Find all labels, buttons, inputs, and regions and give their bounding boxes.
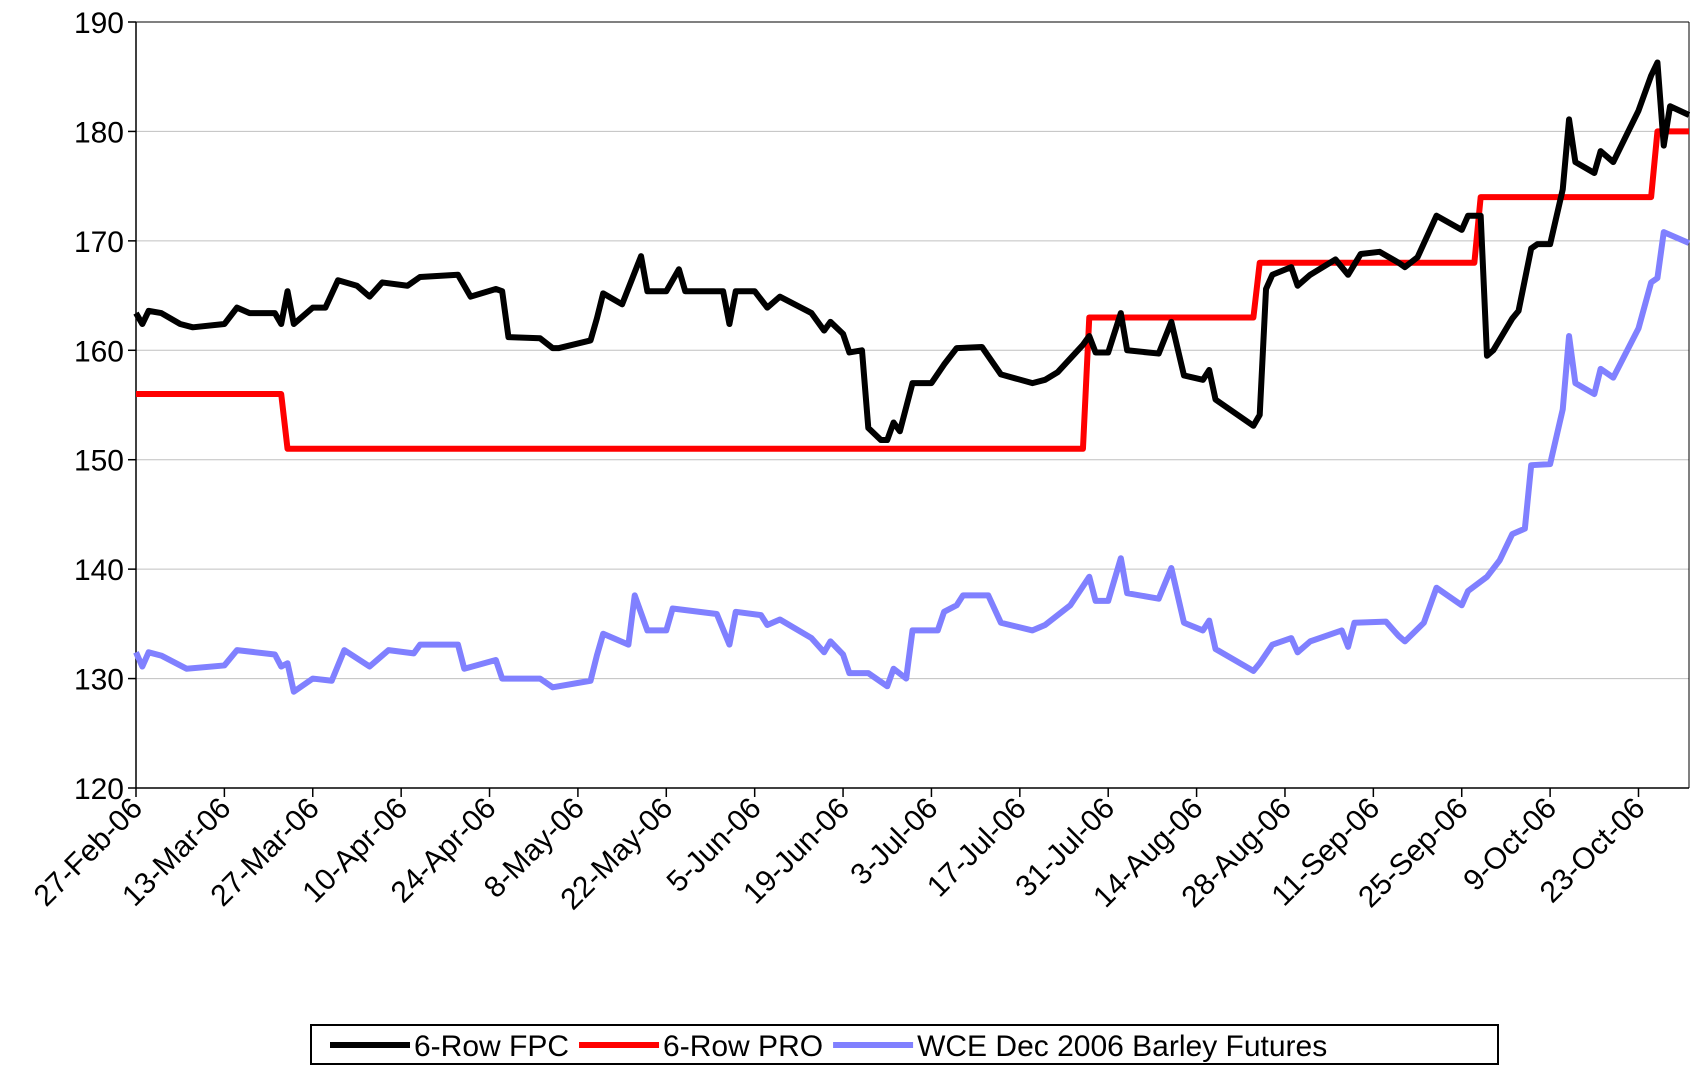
y-tick-label: 140 [74,554,124,587]
series-line [133,59,1690,444]
series-line [136,128,1689,452]
legend-label: WCE Dec 2006 Barley Futures [917,1030,1327,1063]
series-line [133,229,1690,695]
y-tick-label: 130 [74,664,124,697]
y-tick-label: 180 [74,116,124,149]
y-tick-label: 170 [74,226,124,259]
y-tick-label: 160 [74,335,124,368]
y-tick-label: 190 [74,7,124,40]
legend-label: 6-Row PRO [663,1030,823,1063]
y-tick-label: 120 [74,773,124,806]
legend-label: 6-Row FPC [414,1030,569,1063]
y-tick-label: 150 [74,445,124,478]
